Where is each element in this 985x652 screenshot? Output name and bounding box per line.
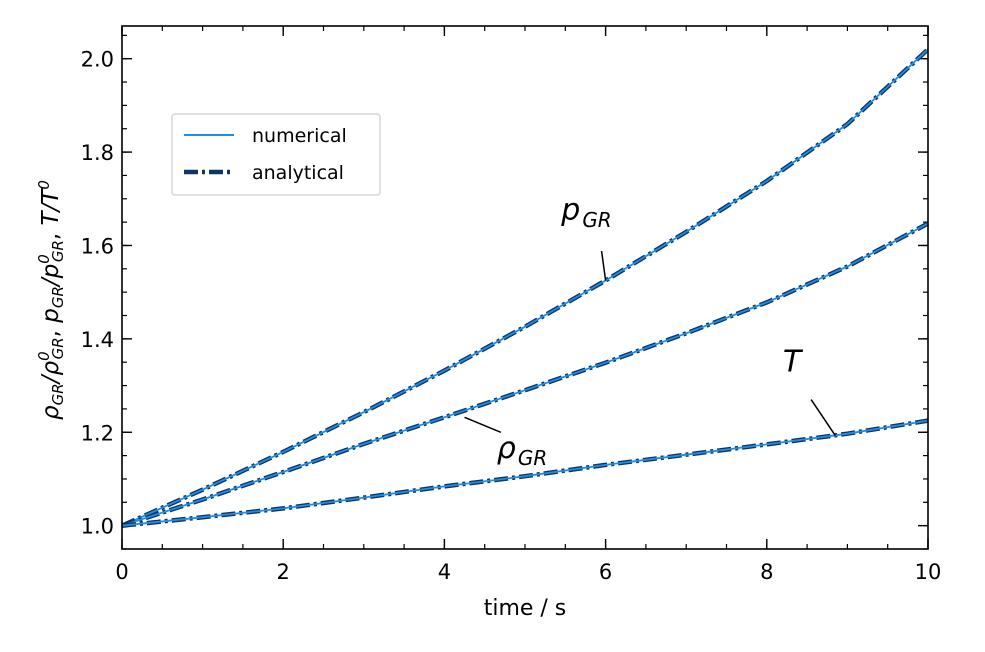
x-tick-label: 8: [760, 560, 773, 584]
legend: numerical analytical: [171, 113, 381, 196]
annotation-label-rho_GR: ρ GR: [497, 431, 547, 470]
x-axis-label: time / s: [484, 596, 567, 621]
tick-labels: 0 2 4 6 8 10 1.0 1.2 1.4 1.6 1.8 2.0: [81, 48, 942, 584]
annotation-label-p_GR: p GR: [560, 193, 611, 232]
annotation-label-T: T: [783, 345, 804, 380]
numerical-curve-rho_GR: [121, 222, 929, 527]
annotation-leader-p_GR: [600, 250, 607, 281]
plot-frame: [121, 25, 929, 550]
analytical-curve-rho_GR: [121, 221, 930, 528]
y-tick-label: 1.0: [81, 515, 114, 539]
numerical-curve-T: [121, 419, 929, 527]
x-tick-label: 0: [115, 560, 128, 584]
legend-analytical-label: analytical: [252, 162, 344, 184]
x-tick-label: 4: [438, 560, 451, 584]
annotations: p GR ρ GR T: [464, 193, 836, 470]
y-tick-label: 1.8: [81, 141, 114, 165]
y-tick-label: 2.0: [81, 48, 114, 72]
annotation-leader-T: [810, 399, 836, 436]
x-tick-label: 10: [915, 560, 942, 584]
numerical-curve-p_GR: [121, 48, 929, 527]
x-tick-label: 2: [277, 560, 290, 584]
y-tick-label: 1.4: [81, 328, 114, 352]
y-tick-label: 1.6: [81, 234, 114, 258]
curves: [121, 47, 930, 528]
svg-text:ρGR/ρ0GR, pGR/p0GR, T/T0: ρGR/ρ0GR, pGR/p0GR, T/T0: [35, 180, 67, 420]
y-axis-label: ρGR/ρ0GR, pGR/p0GR, T/T0: [35, 180, 67, 420]
y-tick-label: 1.2: [81, 421, 114, 445]
x-tick-label: 6: [599, 560, 612, 584]
legend-numerical-label: numerical: [252, 125, 347, 147]
annotation-leader-rho_GR: [464, 416, 502, 433]
